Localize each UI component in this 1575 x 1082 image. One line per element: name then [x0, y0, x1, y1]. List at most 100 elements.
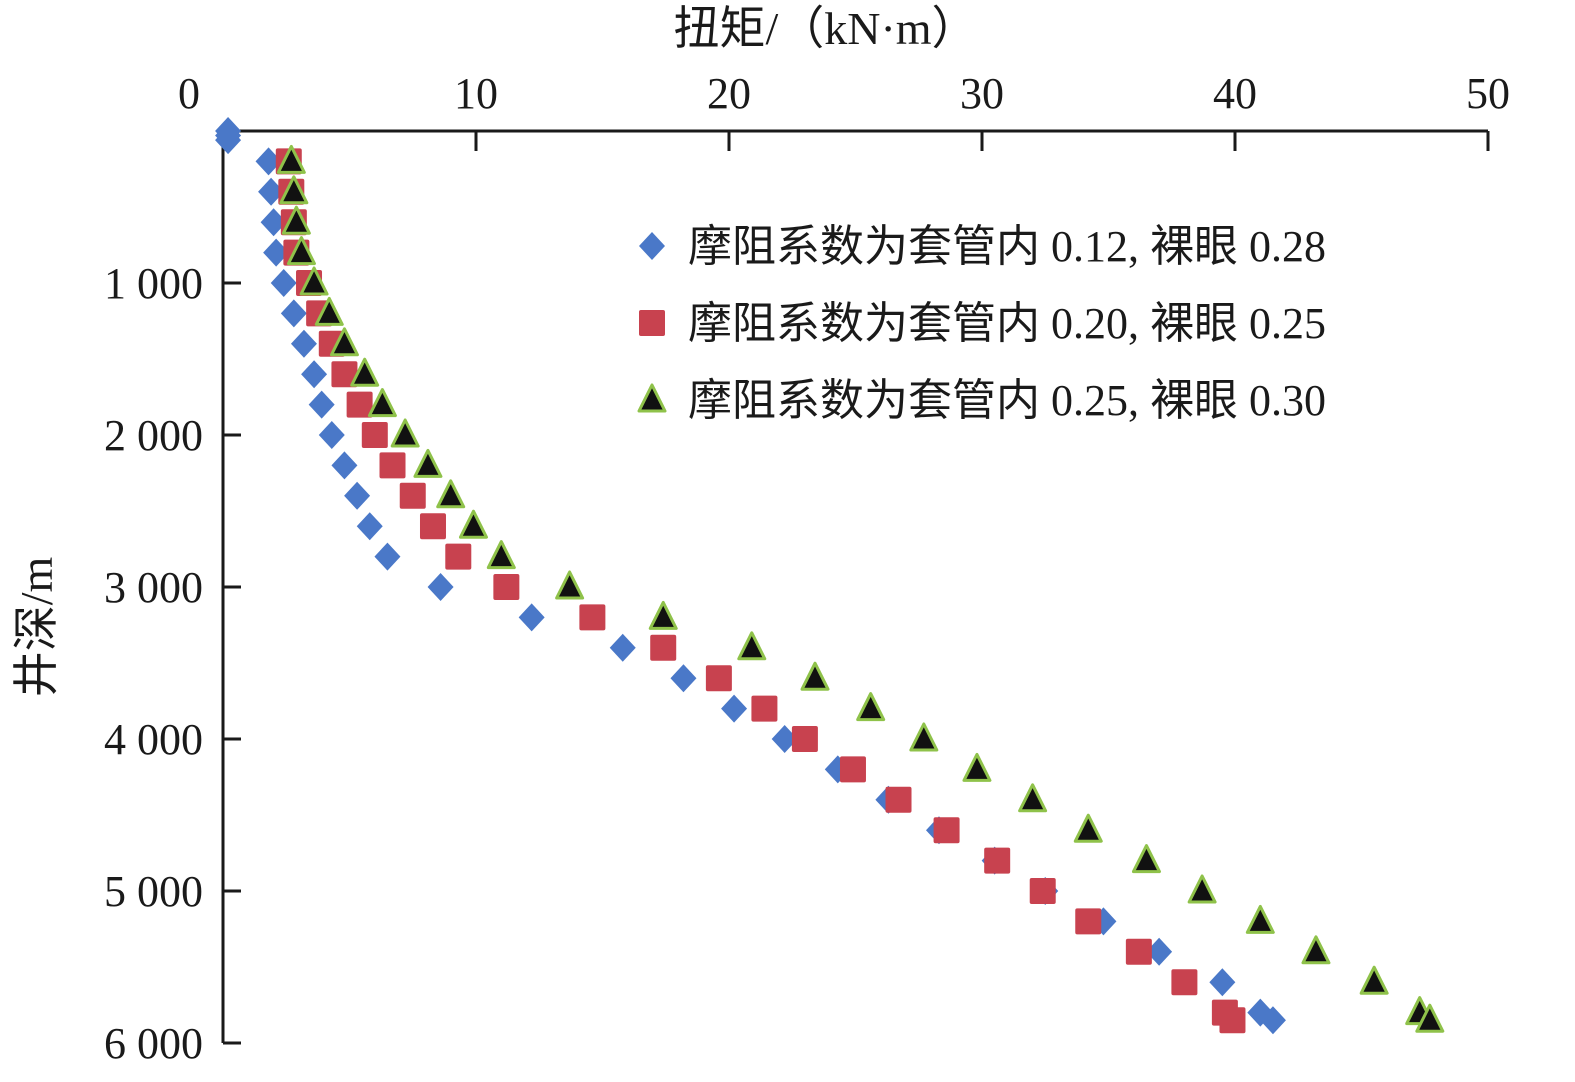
legend-marker [637, 383, 667, 413]
legend-marker [639, 232, 665, 260]
data-point [290, 329, 317, 358]
data-point [1415, 1003, 1445, 1033]
data-point [1125, 938, 1152, 965]
data-point [1018, 783, 1048, 813]
data-point [458, 509, 488, 539]
data-point [1245, 904, 1275, 934]
legend-label: 摩阻系数为套管内 0.12, 裸眼 0.28 [688, 222, 1326, 271]
data-point [215, 126, 242, 155]
y-tick-label: 4 000 [104, 715, 203, 764]
data-point [984, 847, 1011, 874]
data-point [399, 482, 426, 509]
data-point [650, 634, 677, 661]
legend-item: 摩阻系数为套管内 0.25, 裸眼 0.30 [637, 376, 1326, 425]
data-point [344, 481, 371, 510]
data-point [270, 269, 297, 297]
data-point [314, 296, 344, 326]
data-point [737, 631, 767, 661]
data-point [555, 570, 585, 600]
data-point [1187, 874, 1217, 904]
legend: 摩阻系数为套管内 0.12, 裸眼 0.28 摩阻系数为套管内 0.20, 裸眼 … [637, 222, 1326, 425]
data-point [350, 357, 380, 387]
data-point [579, 604, 606, 631]
data-point [308, 390, 335, 419]
data-point [771, 725, 798, 753]
data-point [1301, 935, 1331, 965]
data-point [839, 756, 866, 783]
x-axis-title: 扭矩/（kN·m） [673, 3, 977, 54]
legend-item: 摩阻系数为套管内 0.12, 裸眼 0.28 [639, 222, 1326, 271]
data-point [493, 574, 520, 600]
data-point [329, 327, 359, 357]
data-point [1073, 813, 1103, 843]
data-point [331, 361, 358, 388]
data-point [356, 512, 383, 541]
data-point [299, 266, 329, 296]
data-point [445, 543, 472, 570]
x-tick-label: 10 [454, 69, 498, 118]
data-point [670, 664, 697, 693]
x-tick-label: 0 [178, 69, 200, 118]
data-point [1146, 937, 1173, 966]
legend-label: 摩阻系数为套管内 0.25, 裸眼 0.30 [688, 376, 1326, 425]
data-point [390, 418, 420, 448]
data-point [413, 448, 443, 478]
data-point [705, 665, 732, 692]
data-point [379, 452, 406, 479]
data-point [962, 752, 992, 782]
data-point [331, 451, 358, 480]
data-point [1209, 968, 1236, 997]
data-point [518, 603, 545, 632]
ticks: 0 10 20 30 40 50 1 000 2 000 3 000 4 000 5 000 6 00… [104, 69, 1510, 1068]
x-tick-label: 50 [1466, 69, 1510, 118]
data-point [909, 722, 939, 752]
data-point [721, 694, 748, 723]
data-point [1075, 908, 1102, 935]
data-point [258, 177, 285, 206]
data-point [933, 817, 960, 844]
data-point [260, 208, 287, 237]
x-tick-label: 30 [960, 69, 1004, 118]
x-tick-label: 40 [1213, 69, 1257, 118]
series-2 [275, 148, 1246, 1034]
data-point [419, 513, 446, 540]
data-point [1131, 844, 1161, 874]
data-point [367, 388, 397, 418]
data-point [1359, 965, 1389, 995]
data-point [301, 360, 328, 389]
data-point [318, 421, 345, 449]
data-point [1029, 878, 1056, 904]
y-tick-label: 1 000 [104, 259, 203, 308]
data-point [885, 786, 912, 813]
data-point [255, 147, 282, 176]
data-point [791, 726, 818, 752]
data-point [1171, 969, 1198, 996]
data-point [263, 238, 290, 267]
data-point [279, 175, 309, 205]
y-tick-label: 2 000 [104, 411, 203, 460]
data-point [286, 236, 316, 266]
data-point [280, 299, 307, 328]
data-point [486, 540, 516, 570]
data-point [276, 144, 306, 174]
data-point [281, 205, 311, 235]
data-point [427, 573, 454, 601]
y-tick-label: 5 000 [104, 867, 203, 916]
data-point [751, 695, 778, 722]
data-point [374, 542, 401, 571]
x-tick-label: 20 [707, 69, 751, 118]
data-point [800, 661, 830, 691]
data-point [1259, 1006, 1286, 1035]
data-point [856, 692, 886, 722]
legend-label: 摩阻系数为套管内 0.20, 裸眼 0.25 [688, 299, 1326, 348]
y-axis-title: 井深/m [11, 557, 62, 698]
y-tick-label: 6 000 [104, 1019, 203, 1068]
data-point [436, 479, 466, 509]
data-points [215, 117, 1445, 1035]
series-3 [276, 144, 1445, 1033]
data-point [361, 422, 388, 448]
legend-marker [639, 310, 665, 336]
data-point [346, 391, 373, 418]
